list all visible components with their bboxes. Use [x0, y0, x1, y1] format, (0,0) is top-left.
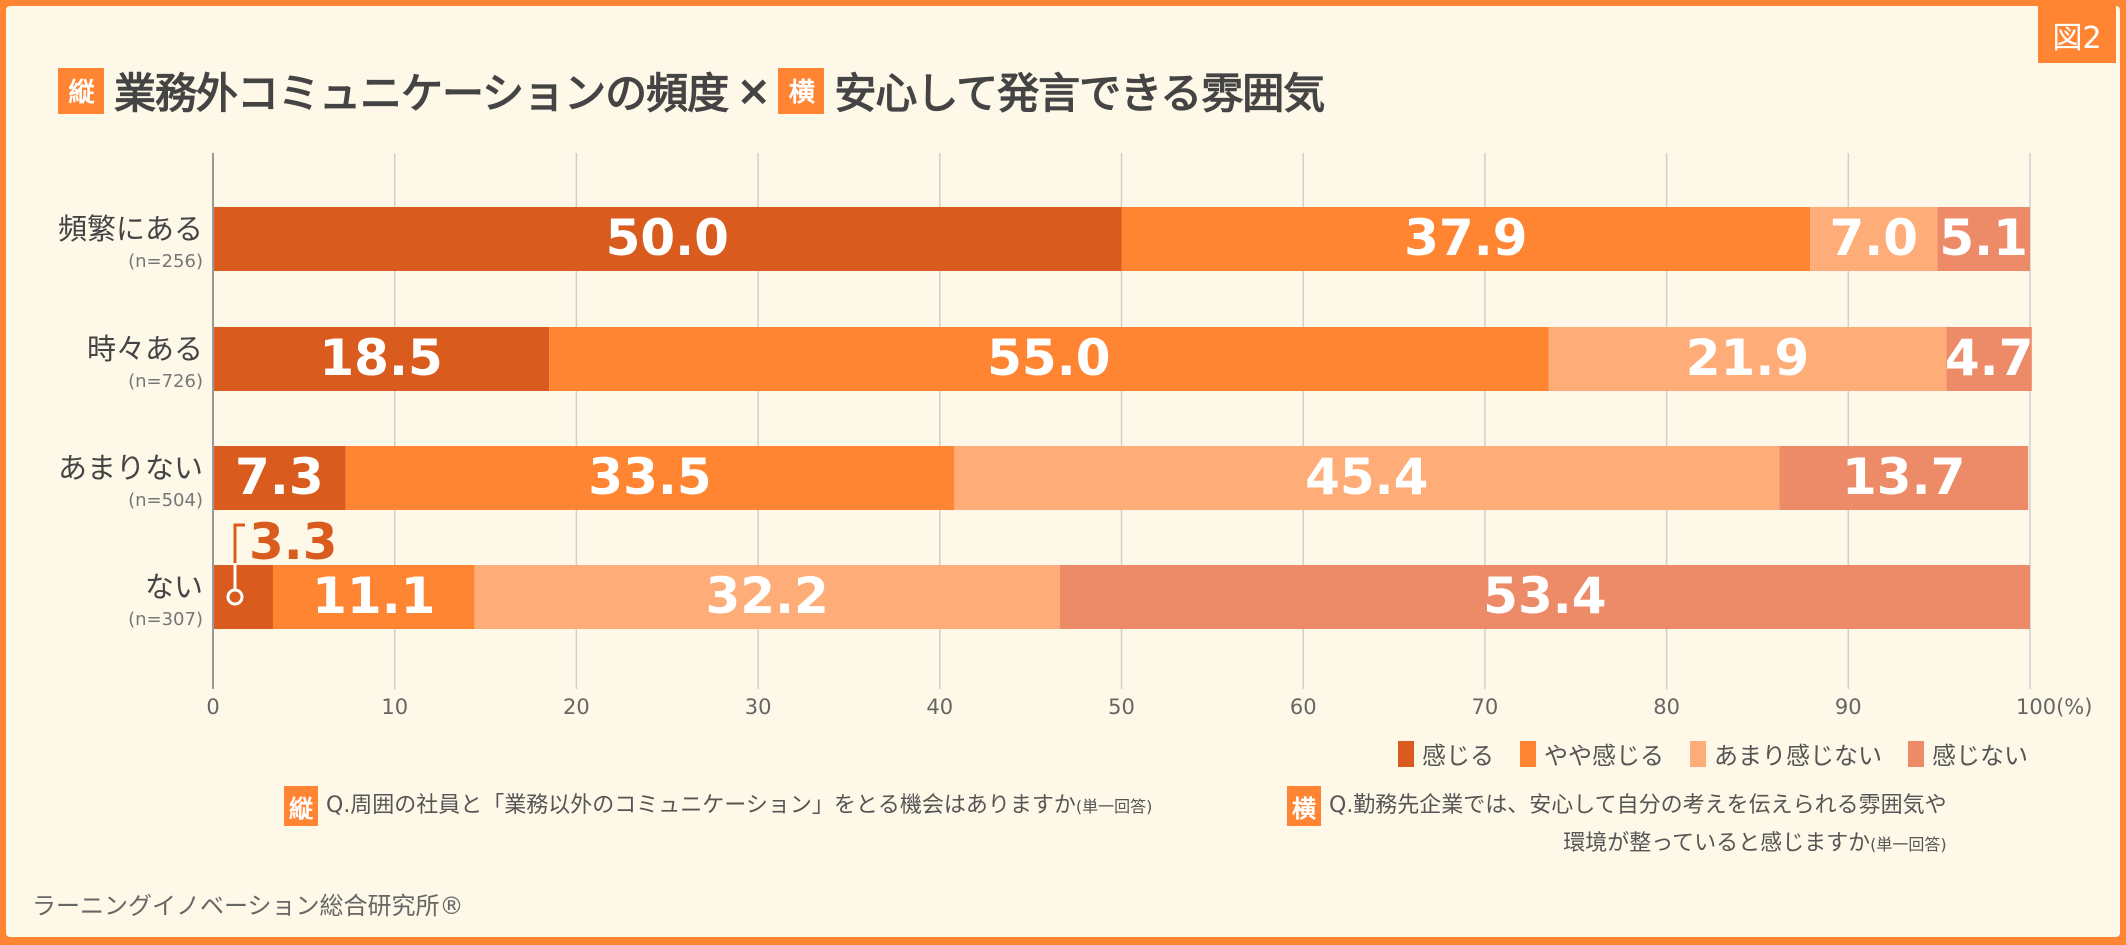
note-horizontal-line2: 環境が整っていると感じますか	[1563, 831, 1871, 856]
x-tick-label: 50	[1108, 695, 1135, 719]
bar-segment	[549, 327, 1549, 391]
data-label: 4.7	[1945, 329, 2034, 387]
x-tick-label: 60	[1290, 695, 1317, 719]
category-label: 頻繁にある	[58, 212, 203, 246]
data-label: 3.3	[249, 513, 338, 571]
bar-segment	[213, 327, 550, 391]
x-tick-label: 30	[745, 695, 772, 719]
category-n: (n=504)	[128, 490, 203, 511]
category-n: (n=726)	[128, 371, 203, 392]
title-part2: 安心して発言できる雰囲気	[834, 69, 1325, 118]
category-label: 時々ある	[87, 332, 203, 366]
data-label: 7.0	[1829, 209, 1918, 267]
legend-label: 感じる	[1422, 742, 1494, 770]
category-n: (n=307)	[128, 609, 203, 630]
data-label: 18.5	[319, 329, 442, 387]
data-label: 37.9	[1404, 209, 1527, 267]
credit: ラーニングイノベーション総合研究所®	[32, 892, 464, 920]
note-vertical-text: Q.周囲の社員と「業務以外のコミュニケーション」をとる機会はありますか	[326, 793, 1076, 818]
figure-label: 図2	[2038, 6, 2116, 63]
legend-label: 感じない	[1932, 742, 2028, 770]
data-label: 7.3	[235, 448, 324, 506]
bar-segment	[213, 207, 1122, 271]
category-label: あまりない	[58, 451, 203, 485]
data-label: 33.5	[588, 448, 711, 506]
legend-item: 感じる	[1398, 736, 1494, 771]
bar-segment	[1059, 565, 2030, 629]
data-label: 21.9	[1686, 329, 1809, 387]
legend-swatch	[1908, 740, 1924, 767]
x-tick-label: 10	[381, 695, 408, 719]
x-tick-label: 100(%)	[2016, 695, 2092, 719]
data-label: 53.4	[1483, 567, 1606, 625]
bar-segment	[213, 446, 346, 510]
x-tick-label: 40	[926, 695, 953, 719]
x-tick-label: 20	[563, 695, 590, 719]
legend-swatch	[1690, 740, 1706, 767]
bar-segment	[1121, 207, 1811, 271]
category-n: (n=256)	[128, 251, 203, 272]
note-vertical-tag: 縦	[284, 786, 318, 826]
title-cross: ×	[736, 66, 771, 115]
bar-segment	[954, 446, 1780, 510]
legend: 感じる やや感じる あまり感じない 感じない	[1398, 736, 2028, 771]
legend-label: やや感じる	[1544, 742, 1664, 770]
callout-line	[233, 523, 245, 563]
x-tick-label: 0	[206, 695, 219, 719]
data-label: 5.1	[1939, 209, 2028, 267]
chart-title: 縦 業務外コミュニケーションの頻度 × 横 安心して発言できる雰囲気	[58, 60, 1325, 121]
x-tick-label: 90	[1835, 695, 1862, 719]
data-label: 55.0	[987, 329, 1110, 387]
legend-label: あまり感じない	[1714, 742, 1882, 770]
bar-segment	[1548, 327, 1947, 391]
x-tick-label: 70	[1472, 695, 1499, 719]
legend-swatch	[1520, 740, 1536, 767]
vertical-tag: 縦	[58, 67, 104, 114]
note-horizontal: 横 Q.勤務先企業では、安心して自分の考えを伝えられる雰囲気や 環境が整っている…	[1287, 786, 2037, 863]
callout-dot	[226, 588, 244, 606]
bar-segment	[474, 565, 1060, 629]
x-tick-label: 80	[1653, 695, 1680, 719]
legend-item: やや感じる	[1520, 736, 1664, 771]
legend-item: あまり感じない	[1690, 736, 1882, 771]
bar-segment	[1937, 207, 2030, 271]
legend-item: 感じない	[1908, 736, 2028, 771]
data-label: 50.0	[606, 209, 729, 267]
bar-segment	[345, 446, 955, 510]
data-label: 11.1	[312, 567, 435, 625]
note-horizontal-line1: Q.勤務先企業では、安心して自分の考えを伝えられる雰囲気や	[1329, 793, 1947, 818]
bar-segment	[1946, 327, 2032, 391]
note-horizontal-tag: 横	[1287, 786, 1321, 826]
legend-swatch	[1398, 740, 1414, 767]
note-horizontal-suffix: (単一回答)	[1870, 835, 1947, 854]
note-vertical-suffix: (単一回答)	[1075, 797, 1153, 816]
bar-segment	[1810, 207, 1938, 271]
data-label: 32.2	[705, 567, 828, 625]
title-part1: 業務外コミュニケーションの頻度	[114, 69, 729, 118]
horizontal-tag: 横	[778, 67, 825, 114]
bar-segment	[1779, 446, 2029, 510]
bar-segment	[272, 565, 475, 629]
data-label: 45.4	[1305, 448, 1428, 506]
category-label: ない	[145, 570, 203, 604]
data-label: 13.7	[1842, 448, 1965, 506]
note-vertical: 縦 Q.周囲の社員と「業務以外のコミュニケーション」をとる機会はありますか(単一…	[284, 786, 1152, 827]
